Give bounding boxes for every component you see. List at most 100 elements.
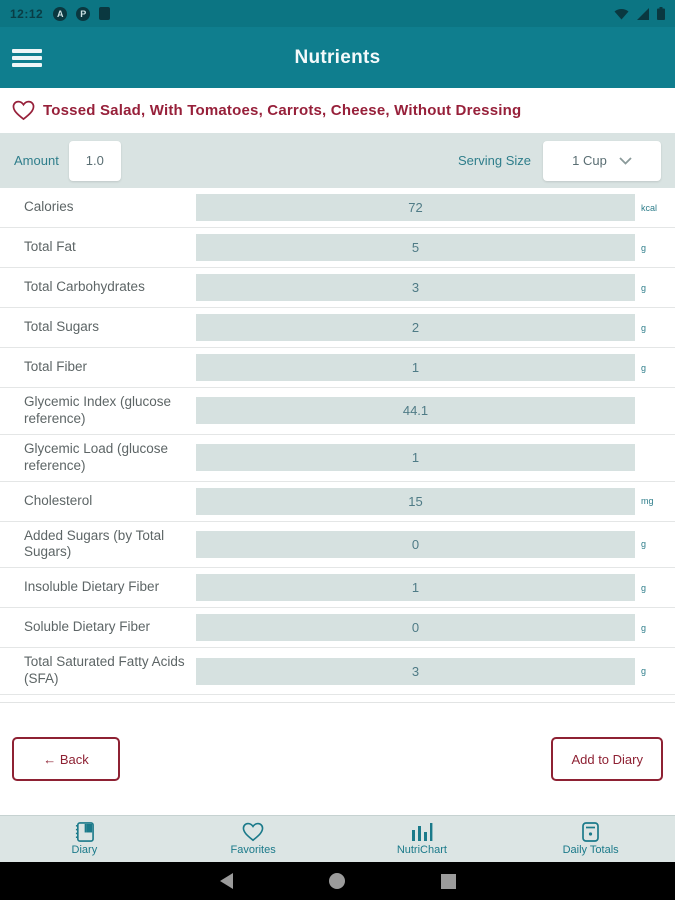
menu-button[interactable]	[12, 47, 42, 69]
nutrient-value: 72	[408, 200, 423, 215]
nutrient-value-field[interactable]: 0	[196, 530, 635, 558]
nutrient-unit: g	[641, 322, 647, 333]
cellular-signal-icon	[637, 7, 649, 20]
status-right-icons	[614, 7, 665, 20]
add-to-diary-button[interactable]: Add to Diary	[551, 737, 663, 781]
nutrient-unit: g	[641, 582, 647, 593]
wifi-icon	[614, 8, 629, 19]
android-nav-bar	[0, 862, 675, 900]
nutrient-value: 0	[411, 620, 420, 636]
nutrient-unit: g	[641, 539, 647, 550]
nutrient-unit: g	[641, 282, 647, 293]
nutrient-unit: g	[641, 242, 647, 253]
notification-app-icon-p: P	[76, 6, 91, 21]
nutrient-label: Total Carbohydrates	[24, 279, 145, 295]
nutrient-value: 15	[408, 493, 423, 509]
nutrient-label: Total Fat	[24, 239, 76, 255]
nutrient-value-field[interactable]: 5	[196, 234, 635, 261]
app-bar: Nutrients	[0, 27, 675, 88]
nutrient-value: 44.1	[402, 403, 429, 419]
nutrient-row: Soluble Dietary Fiber 0 g	[0, 608, 675, 649]
nutrient-unit: g	[641, 622, 647, 633]
nutrient-table: Calories 72 kcal Total Fat 5 g Total Car…	[0, 188, 675, 695]
serving-size-select[interactable]: 1 Cup	[543, 140, 661, 181]
page-title: Nutrients	[294, 46, 381, 68]
diary-icon	[75, 822, 94, 842]
nutrient-unit: g	[641, 666, 647, 677]
amount-label: Amount	[14, 153, 59, 168]
nutrient-row: Total Fiber 1 g	[0, 348, 675, 388]
nutrient-value: 1	[411, 360, 420, 375]
nutrient-value-field[interactable]: 3	[196, 657, 635, 685]
nutrient-label: Insoluble Dietary Fiber	[24, 579, 160, 595]
nav-label-favorites: Favorites	[230, 844, 276, 856]
serving-controls: Amount Serving Size 1 Cup	[0, 133, 675, 188]
bar-chart-icon	[411, 823, 433, 841]
android-home-icon[interactable]	[328, 873, 345, 889]
back-button[interactable]: ← Back	[12, 737, 120, 781]
nutrient-row: Total Fat 5 g	[0, 228, 675, 268]
nutrient-label: Total Sugars	[24, 319, 100, 335]
nutrient-label: Calories	[24, 199, 74, 215]
nutrient-value: 3	[411, 280, 420, 295]
food-title-row: Tossed Salad, With Tomatoes, Carrots, Ch…	[0, 88, 675, 133]
nutrient-unit: g	[641, 362, 647, 373]
clipboard-icon	[582, 822, 599, 842]
nutrient-value: 0	[411, 536, 420, 552]
android-back-icon[interactable]	[219, 873, 233, 889]
nutrient-label: Glycemic Index (glucose reference)	[24, 394, 172, 426]
notification-app-icon-a: A	[53, 6, 68, 21]
nutrient-label: Soluble Dietary Fiber	[24, 619, 151, 635]
notification-file-icon	[99, 7, 111, 20]
chevron-down-icon	[619, 156, 632, 165]
nutrient-value-field[interactable]: 0	[196, 614, 635, 642]
nutrient-row: Cholesterol 15 mg	[0, 482, 675, 522]
nav-label-diary: Diary	[71, 844, 98, 856]
bottom-nav: Diary Favorites NutriChart Daily Total	[0, 815, 675, 862]
nutrient-value-field[interactable]: 2	[196, 314, 635, 341]
footer-actions: ← Back Add to Diary	[0, 703, 675, 815]
serving-size-label: Serving Size	[458, 153, 531, 168]
nutrient-value: 5	[411, 240, 420, 255]
nutrient-unit: kcal	[641, 202, 658, 213]
nav-item-diary[interactable]: Diary	[0, 816, 169, 862]
serving-size-value: 1 Cup	[572, 153, 607, 168]
nutrient-row: Added Sugars (by Total Sugars) 0 g	[0, 522, 675, 569]
nutrient-row: Total Sugars 2 g	[0, 308, 675, 348]
section-divider	[0, 695, 675, 703]
amount-input[interactable]	[68, 140, 121, 181]
nav-item-favorites[interactable]: Favorites	[169, 816, 338, 862]
nutrient-value-field[interactable]: 72	[196, 194, 635, 221]
nutrient-row: Calories 72 kcal	[0, 188, 675, 228]
nutrient-value: 2	[411, 320, 420, 335]
nutrient-value-field[interactable]: 1	[196, 444, 635, 472]
android-recents-icon[interactable]	[440, 873, 456, 889]
nutrient-label: Added Sugars (by Total Sugars)	[24, 527, 165, 560]
nutrient-label: Total Fiber	[24, 359, 88, 375]
nutrient-row: Insoluble Dietary Fiber 1 g	[0, 568, 675, 609]
nutrient-label: Cholesterol	[24, 492, 93, 508]
battery-icon	[657, 7, 665, 20]
nutrient-value-field[interactable]: 15	[196, 487, 635, 515]
nav-label-daily-totals: Daily Totals	[562, 844, 619, 856]
nutrient-row: Glycemic Index (glucose reference) 44.1	[0, 388, 675, 435]
status-bar: 12:12 A P	[0, 0, 675, 27]
nav-item-nutrichart[interactable]: NutriChart	[338, 816, 507, 862]
nutrient-value-field[interactable]: 1	[196, 354, 635, 381]
nutrient-row: Total Carbohydrates 3 g	[0, 268, 675, 308]
nutrient-value-field[interactable]: 44.1	[196, 397, 635, 425]
menu-icon	[12, 48, 42, 53]
nutrient-unit: mg	[641, 496, 654, 506]
favorite-heart-icon[interactable]	[12, 100, 35, 121]
nutrient-row: Total Saturated Fatty Acids (SFA) 3 g	[0, 648, 675, 695]
nutrient-value-field[interactable]: 3	[196, 274, 635, 301]
nutrient-label: Glycemic Load (glucose reference)	[24, 440, 169, 473]
nutrient-value-field[interactable]: 1	[196, 574, 635, 602]
nutrient-row: Glycemic Load (glucose reference) 1	[0, 435, 675, 482]
food-title: Tossed Salad, With Tomatoes, Carrots, Ch…	[43, 102, 522, 119]
nav-item-daily-totals[interactable]: Daily Totals	[506, 816, 675, 862]
heart-icon	[242, 822, 264, 842]
nutrient-value: 1	[411, 450, 420, 466]
nav-label-nutrichart: NutriChart	[396, 844, 447, 856]
